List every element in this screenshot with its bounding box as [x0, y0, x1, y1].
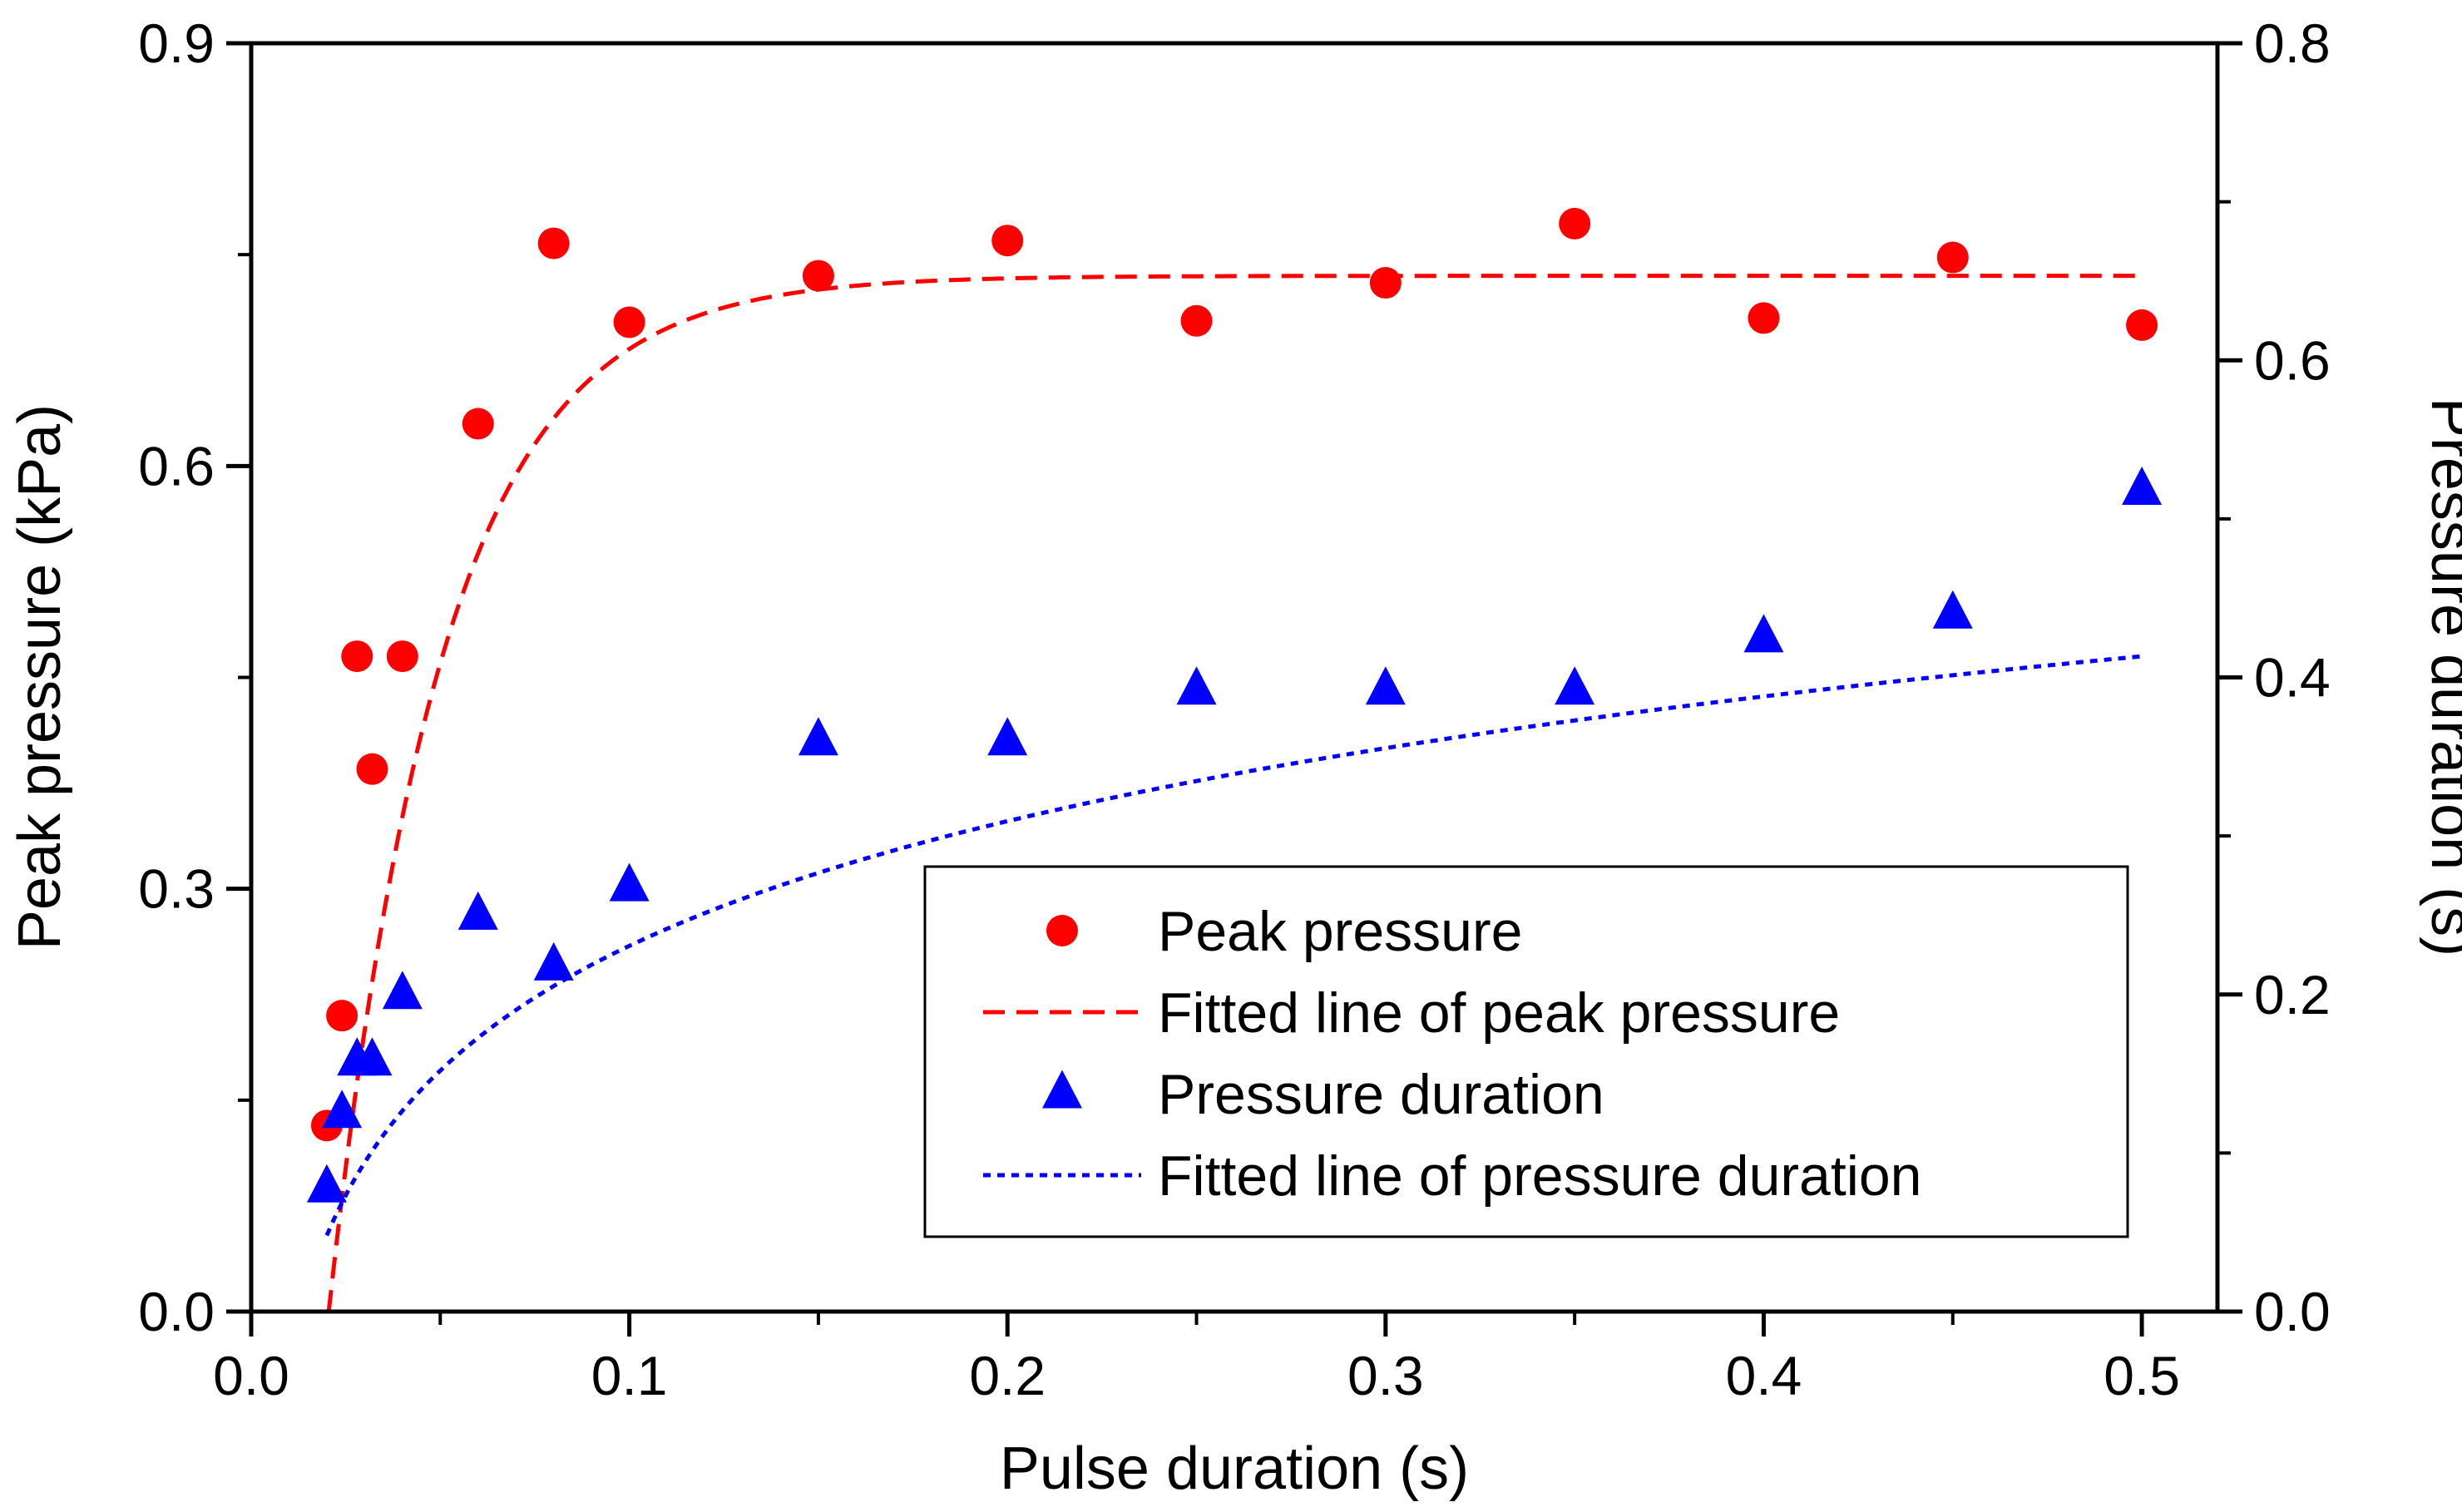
- peak-pressure-point: [1180, 304, 1213, 337]
- legend-label-fitted-peak-pressure: Fitted line of peak pressure: [1158, 981, 1840, 1045]
- y-right-tick-label: 0.6: [2254, 329, 2331, 391]
- legend-label-peak-pressure: Peak pressure: [1158, 900, 1522, 963]
- pressure-duration-point: [1932, 590, 1973, 629]
- x-tick-label: 0.4: [1726, 1345, 1802, 1406]
- pressure-duration-point: [352, 1037, 393, 1076]
- peak-pressure-point: [537, 227, 570, 259]
- y-right-tick-label: 0.2: [2254, 964, 2331, 1025]
- pressure-duration-point: [1555, 666, 1595, 705]
- legend-triangle-marker: [1042, 1070, 1082, 1109]
- y-left-tick-label: 0.0: [138, 1281, 215, 1342]
- pressure-duration-point: [798, 717, 838, 756]
- pressure-duration-point: [322, 1090, 363, 1129]
- y-right-tick-label: 0.4: [2254, 647, 2331, 709]
- legend-pressure-duration-marker: [1042, 1070, 1082, 1109]
- pressure-duration-point: [533, 941, 574, 981]
- peak-pressure-point: [2126, 309, 2158, 341]
- legend-label-pressure-duration: Pressure duration: [1158, 1063, 1604, 1126]
- peak-pressure-point: [1936, 241, 1969, 274]
- peak-pressure-point: [1748, 302, 1780, 334]
- peak-pressure-point: [386, 640, 418, 673]
- peak-pressure-point: [341, 640, 373, 673]
- peak-pressure-point: [326, 1000, 358, 1032]
- pressure-duration-point: [1743, 614, 1784, 653]
- peak-pressure-point: [462, 408, 494, 440]
- x-tick-label: 0.1: [591, 1345, 668, 1406]
- y-axis-title-left: Peak pressure (kPa): [7, 404, 73, 950]
- y-right-tick-label: 0.0: [2254, 1281, 2331, 1342]
- pressure-duration-point: [1176, 666, 1217, 705]
- y-left-tick-label: 0.6: [138, 435, 215, 497]
- pressure-duration-point: [382, 971, 423, 1010]
- peak-pressure-point: [613, 306, 645, 338]
- fitted-pressure-duration-line: [324, 654, 2143, 1237]
- y-right-tick-label: 0.8: [2254, 12, 2331, 74]
- y-axis-title-right: Pressure duration (s): [2419, 398, 2462, 956]
- y-left-tick-label: 0.3: [138, 858, 215, 920]
- pressure-duration-point: [609, 862, 650, 902]
- peak-pressure-point: [1369, 267, 1402, 299]
- x-axis-title: Pulse duration (s): [1000, 1435, 1469, 1502]
- y-left-tick-label: 0.9: [138, 12, 215, 74]
- legend: Peak pressure Fitted line of peak pressu…: [923, 865, 2129, 1238]
- legend-label-fitted-pressure-duration: Fitted line of pressure duration: [1158, 1144, 1922, 1208]
- x-tick-label: 0.3: [1347, 1345, 1424, 1406]
- peak-pressure-point: [1559, 207, 1591, 240]
- data-points: [306, 207, 2163, 1203]
- pressure-duration-point: [1365, 666, 1406, 705]
- x-tick-label: 0.2: [969, 1345, 1046, 1406]
- pressure-duration-point: [457, 891, 498, 930]
- fitted-lines: [324, 274, 2143, 1312]
- peak-pressure-point: [356, 753, 388, 785]
- legend-peak-pressure-marker: [1046, 915, 1078, 946]
- axes-ticks: 0.0 0.1 0.2 0.3 0.4 0.5 0.0 0.3 0.6 0.9 0.0 0.2 0.4 0…: [138, 12, 2331, 1406]
- fitted-peak-pressure-line: [326, 274, 2143, 1312]
- legend-circle-marker: [1046, 915, 1078, 946]
- pressure-duration-point: [987, 717, 1028, 756]
- x-tick-label: 0.5: [2104, 1345, 2180, 1406]
- x-tick-label: 0.0: [213, 1345, 289, 1406]
- peak-pressure-point: [991, 225, 1024, 257]
- pressure-duration-point: [2122, 467, 2163, 506]
- pressure-duration-point: [306, 1164, 347, 1203]
- peak-pressure-point: [802, 259, 834, 292]
